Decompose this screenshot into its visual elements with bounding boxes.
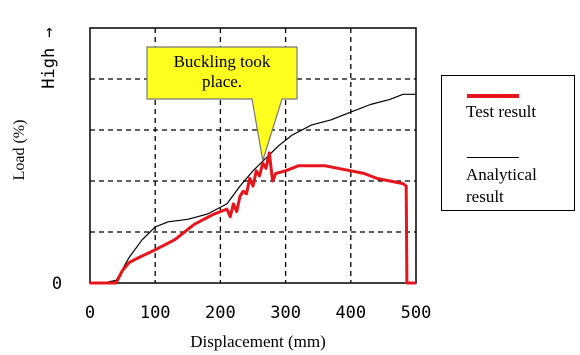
y-tick-label: 0 (52, 274, 62, 294)
y-axis-high-label: High → (39, 27, 59, 88)
x-axis-label: Displacement (mm) (190, 332, 326, 351)
x-tick-labels: 0 100 200 300 400 500 (85, 303, 431, 323)
x-tick-label: 200 (205, 303, 236, 323)
annotation-callout: Buckling took place. (147, 47, 297, 161)
y-axis-label: Load (%) (11, 120, 28, 181)
series-line-analytical-result (90, 94, 416, 283)
legend-swatch-analytical (467, 157, 519, 158)
legend-swatch-test (467, 94, 519, 98)
legend-label-analytical-1: Analytical (466, 164, 537, 185)
x-tick-label: 0 (85, 303, 95, 323)
x-tick-label: 100 (140, 303, 171, 323)
x-tick-label: 400 (335, 303, 366, 323)
annotation-text-line2: place. (202, 72, 242, 91)
legend-label-test: Test result (466, 101, 536, 122)
x-tick-label: 300 (270, 303, 301, 323)
legend: Test result Analytical result (441, 75, 575, 211)
legend-label-analytical-2: result (466, 186, 504, 207)
series-layer (90, 94, 416, 283)
annotation-text-line1: Buckling took (174, 52, 271, 71)
series-line-test-result (90, 153, 416, 283)
y-tick-labels: 0 (52, 274, 62, 294)
x-tick-label: 500 (401, 303, 432, 323)
